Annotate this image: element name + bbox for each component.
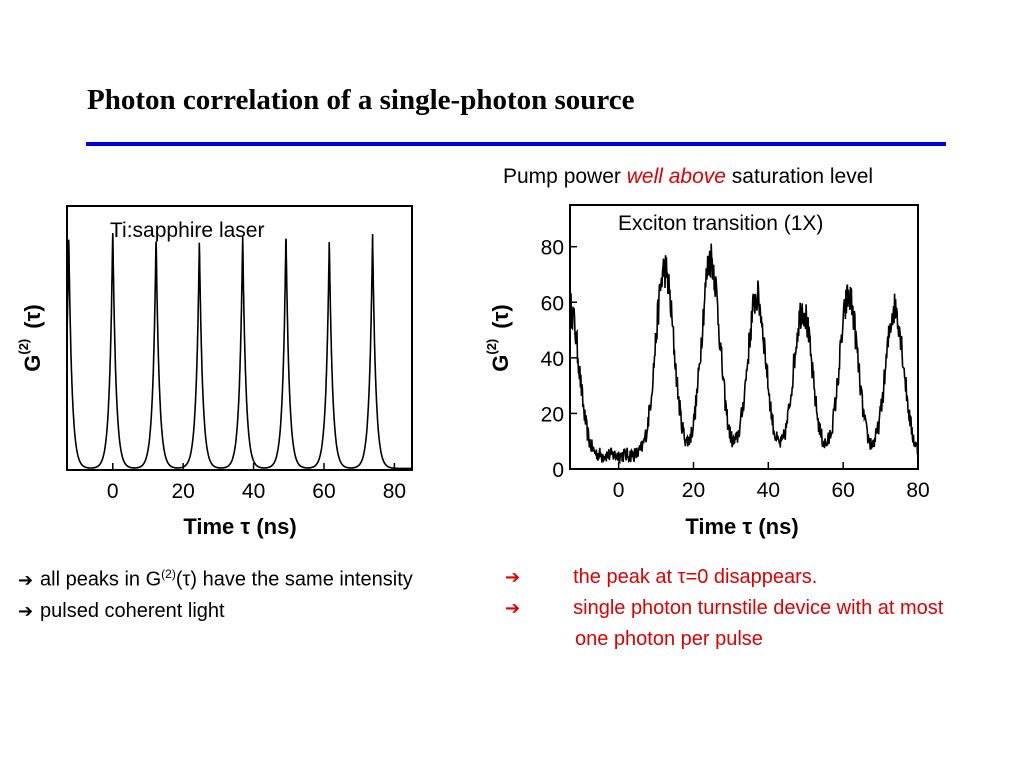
right-note-1: ➔ the peak at τ=0 disappears.: [505, 562, 980, 593]
left-note-1: ➔ all peaks in G(2)(τ) have the same inte…: [18, 559, 458, 596]
correlation-curve: [66, 232, 412, 470]
note-text: τ: [677, 566, 686, 588]
y-axis-label: G(2)(τ): [484, 304, 513, 372]
note-text: have the same intensity: [197, 568, 413, 591]
correlation-curve: [569, 243, 919, 464]
title-underline: [86, 142, 946, 146]
right-arrow-icon: ➔: [505, 598, 521, 619]
exciton-correlation-chart: Exciton transition (1X) G(2)(τ) 0 20 40 60 8…: [484, 204, 930, 539]
caption-emphasis: well above: [626, 165, 726, 188]
left-conclusions: ➔ all peaks in G(2)(τ) have the same inte…: [18, 559, 458, 627]
y-tick-label: 40: [541, 348, 564, 371]
y-tick-label: 80: [541, 237, 564, 260]
right-arrow-icon: ➔: [505, 567, 521, 588]
y-tick-label: 20: [541, 403, 564, 426]
x-tick-label: 60: [831, 479, 854, 502]
laser-correlation-chart: Ti:sapphire laser G(2)(τ) 0 20 40 60 80 Time…: [16, 205, 413, 539]
x-tick-label: 40: [757, 479, 780, 502]
y-axis-label: G(2)(τ): [16, 304, 45, 372]
note-superscript: (2): [161, 567, 176, 581]
left-note-2: ➔ pulsed coherent light: [18, 596, 458, 627]
right-conclusions: ➔ the peak at τ=0 disappears. ➔ single p…: [505, 562, 980, 654]
y-tick-label: 0: [552, 459, 564, 482]
right-note-2: ➔ single photon turnstile device with at…: [505, 593, 980, 654]
right-arrow-icon: ➔: [18, 569, 34, 591]
x-axis-label: Time τ (ns): [183, 514, 296, 539]
chart-title: Ti:sapphire laser: [110, 219, 264, 242]
note-text: all peaks in G: [40, 568, 162, 591]
note-text: pulsed coherent light: [40, 599, 225, 622]
x-tick-label: 0: [107, 480, 119, 503]
note-text: (τ): [175, 568, 198, 591]
slide-title: Photon correlation of a single-photon so…: [87, 84, 635, 116]
note-text: the peak at: [573, 566, 678, 588]
caption-pre: Pump power: [503, 165, 627, 188]
caption-post: saturation level: [725, 165, 874, 188]
plot-frame: [569, 204, 919, 470]
note-text: single photon turnstile device with at m…: [573, 597, 944, 650]
chart-title: Exciton transition (1X): [618, 212, 823, 235]
x-axis-label: Time τ (ns): [685, 514, 798, 539]
x-tick-label: 80: [906, 479, 929, 502]
plot-frame: [66, 205, 413, 471]
x-tick-label: 20: [171, 480, 194, 503]
pump-power-caption: Pump power well above saturation level: [503, 165, 873, 189]
x-tick-label: 60: [312, 480, 335, 503]
x-tick-label: 20: [682, 479, 705, 502]
y-tick-label: 60: [541, 292, 564, 315]
x-tick-label: 40: [242, 480, 265, 503]
right-arrow-icon: ➔: [18, 600, 34, 622]
note-text: =0 disappears.: [685, 566, 818, 588]
x-tick-label: 80: [383, 480, 406, 503]
x-tick-label: 0: [613, 479, 625, 502]
